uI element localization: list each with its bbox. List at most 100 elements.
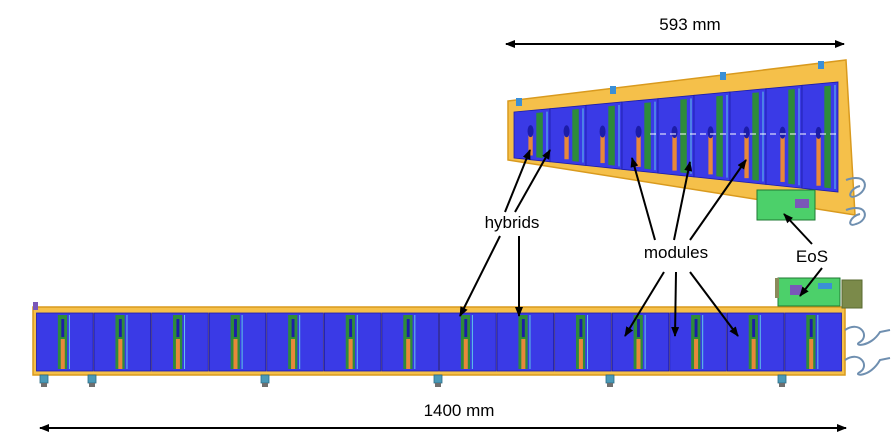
module-chip bbox=[292, 319, 295, 337]
petal-module bbox=[766, 85, 802, 188]
stave-foot bbox=[778, 375, 786, 383]
stave-foot-base bbox=[779, 383, 785, 387]
eos-label: EoS bbox=[796, 247, 828, 266]
module-hybrid bbox=[572, 109, 578, 162]
petal-module bbox=[730, 89, 766, 185]
stave bbox=[33, 278, 890, 387]
petal-module bbox=[586, 102, 622, 169]
module-chip bbox=[61, 319, 64, 337]
stave-module bbox=[382, 313, 439, 371]
module-cooling bbox=[809, 339, 813, 369]
module-cooling bbox=[600, 136, 604, 164]
petal-module bbox=[514, 109, 550, 162]
module-chip bbox=[672, 126, 678, 138]
module-chip bbox=[637, 319, 640, 337]
stave-module bbox=[670, 313, 727, 371]
module-cooling bbox=[176, 339, 180, 369]
stave-foot-base bbox=[89, 383, 95, 387]
module-chip bbox=[564, 125, 570, 137]
module-hybrid bbox=[716, 96, 722, 177]
stave-cable-lower bbox=[845, 357, 890, 375]
module-cooling bbox=[636, 339, 640, 369]
module-cooling bbox=[233, 339, 237, 369]
module-chip bbox=[636, 126, 642, 138]
module-chip bbox=[522, 319, 525, 337]
modules-arrow bbox=[675, 272, 676, 336]
module-cooling bbox=[816, 137, 820, 186]
stave-foot bbox=[606, 375, 614, 383]
module-chip bbox=[744, 126, 750, 138]
module-chip bbox=[407, 319, 410, 337]
stave-module bbox=[267, 313, 324, 371]
module-cooling bbox=[744, 136, 748, 178]
hybrids-arrows bbox=[460, 150, 550, 316]
module-chip bbox=[349, 319, 352, 337]
module-chip bbox=[695, 319, 698, 337]
stave-foot bbox=[261, 375, 269, 383]
module-hybrid bbox=[824, 86, 830, 189]
module-cooling bbox=[521, 339, 525, 369]
petal-module bbox=[802, 82, 838, 192]
stave-module bbox=[612, 313, 669, 371]
stave-foot-base bbox=[435, 383, 441, 387]
stave-feet bbox=[40, 375, 786, 387]
petal bbox=[508, 60, 865, 225]
stave-module bbox=[555, 313, 612, 371]
module-chip bbox=[816, 127, 822, 139]
module-cooling bbox=[118, 339, 122, 369]
stave-foot bbox=[88, 375, 96, 383]
module-cooling bbox=[406, 339, 410, 369]
module-hybrid bbox=[644, 102, 650, 169]
stave-foot bbox=[434, 375, 442, 383]
hybrids-arrow bbox=[460, 236, 500, 316]
petal-module bbox=[550, 105, 586, 165]
module-chip bbox=[810, 319, 813, 337]
stave-foot bbox=[40, 375, 48, 383]
stave-foot-base bbox=[41, 383, 47, 387]
module-chip bbox=[528, 125, 534, 137]
stave-cable-upper bbox=[845, 327, 890, 345]
stave-module bbox=[94, 313, 151, 371]
stave-module bbox=[209, 313, 266, 371]
stave-module bbox=[785, 313, 842, 371]
module-chip bbox=[119, 319, 122, 337]
petal-module bbox=[622, 99, 658, 173]
stave-foot-base bbox=[607, 383, 613, 387]
petal-module bbox=[694, 92, 730, 181]
module-cooling bbox=[672, 136, 676, 171]
module-hybrid bbox=[752, 92, 758, 180]
module-chip bbox=[176, 319, 179, 337]
module-chip bbox=[579, 319, 582, 337]
module-chip bbox=[234, 319, 237, 337]
module-chip bbox=[708, 126, 714, 138]
module-hybrid bbox=[536, 112, 542, 158]
modules-label: modules bbox=[644, 243, 708, 262]
module-chip bbox=[600, 126, 606, 138]
hybrids-label: hybrids bbox=[485, 213, 540, 232]
module-chip bbox=[752, 319, 755, 337]
stave-module bbox=[152, 313, 209, 371]
module-cooling bbox=[579, 339, 583, 369]
module-cooling bbox=[349, 339, 353, 369]
module-cooling bbox=[464, 339, 468, 369]
module-chip bbox=[464, 319, 467, 337]
top-dimension-label: 593 mm bbox=[659, 15, 720, 34]
module-cooling bbox=[694, 339, 698, 369]
module-cooling bbox=[291, 339, 295, 369]
module-cooling bbox=[636, 136, 640, 167]
module-cooling bbox=[708, 136, 712, 174]
bottom-dimension-label: 1400 mm bbox=[424, 401, 495, 420]
stave-module bbox=[37, 313, 94, 371]
stave-module bbox=[727, 313, 784, 371]
stave-module bbox=[324, 313, 381, 371]
module-hybrid bbox=[788, 89, 794, 184]
module-hybrid bbox=[680, 99, 686, 173]
stave-foot-base bbox=[262, 383, 268, 387]
stave-end-tab bbox=[33, 302, 38, 310]
module-chip bbox=[780, 127, 786, 139]
stave-module bbox=[497, 313, 554, 371]
eos-board-stave bbox=[775, 278, 862, 308]
module-cooling bbox=[780, 137, 784, 182]
stave-module bbox=[440, 313, 497, 371]
